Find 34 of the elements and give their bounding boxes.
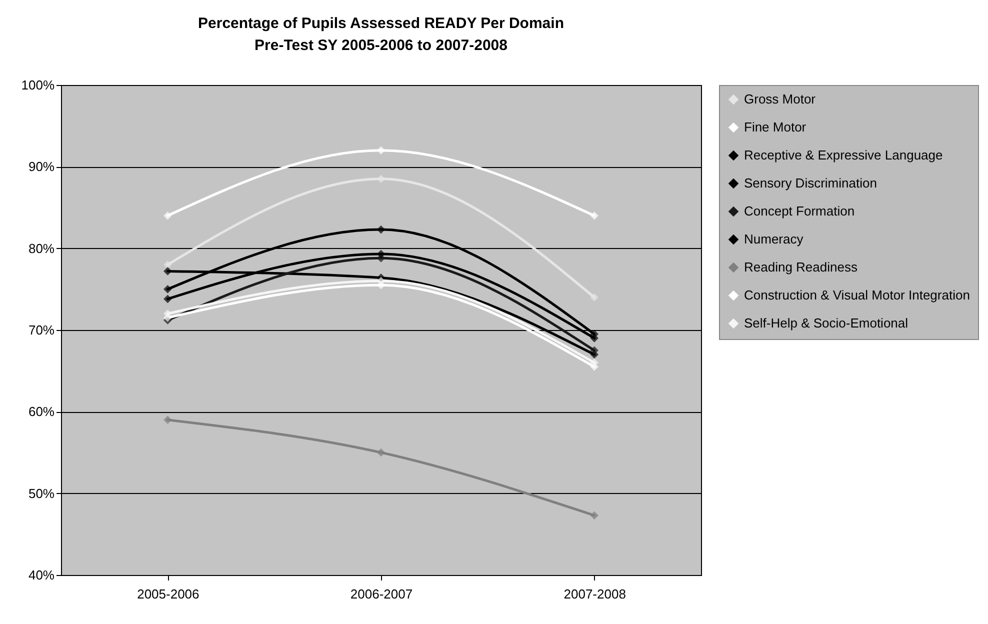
text: Percentage of Pupils Assessed READY Per Domain [198,15,564,32]
point [590,293,599,302]
y-tick-label: 60% [28,404,55,420]
point [163,267,172,276]
text: Pre-Test SY 2005-2006 to 2007-2008 [254,37,508,54]
legend-label: Gross Motor [744,92,816,106]
legend-label: Receptive & Expressive Language [744,148,943,162]
point [163,416,172,424]
x-tick-label: 2005-2006 [137,586,200,602]
legend-label: Fine Motor [744,120,807,134]
y-tick-label: 80% [28,240,55,256]
point [590,358,599,367]
point [376,448,386,457]
legend-label: Sensory Discrimination [744,176,877,190]
point [163,309,172,318]
x-tick-label: 2006-2007 [350,586,413,602]
y-tick-label: 50% [28,486,55,501]
point [590,346,599,355]
y-tick-label: 40% [28,568,55,582]
y-tick-label: 100% [21,78,55,92]
point [590,511,599,520]
x-tick-label: 2007-2008 [564,586,626,602]
point [163,211,172,220]
legend-label: Concept Formation [744,204,855,218]
y-tick-label: 70% [28,322,55,338]
legend-label: Self-Help & Socio-Emotional [744,316,908,330]
point [163,284,172,294]
point [163,260,172,269]
y-tick-label: 90% [28,159,55,174]
legend-label: Reading Readiness [744,260,858,274]
legend-label: Construction & Visual Motor Integration [744,288,970,302]
legend-label: Numeracy [744,232,804,246]
point [163,294,172,304]
point [590,211,599,220]
